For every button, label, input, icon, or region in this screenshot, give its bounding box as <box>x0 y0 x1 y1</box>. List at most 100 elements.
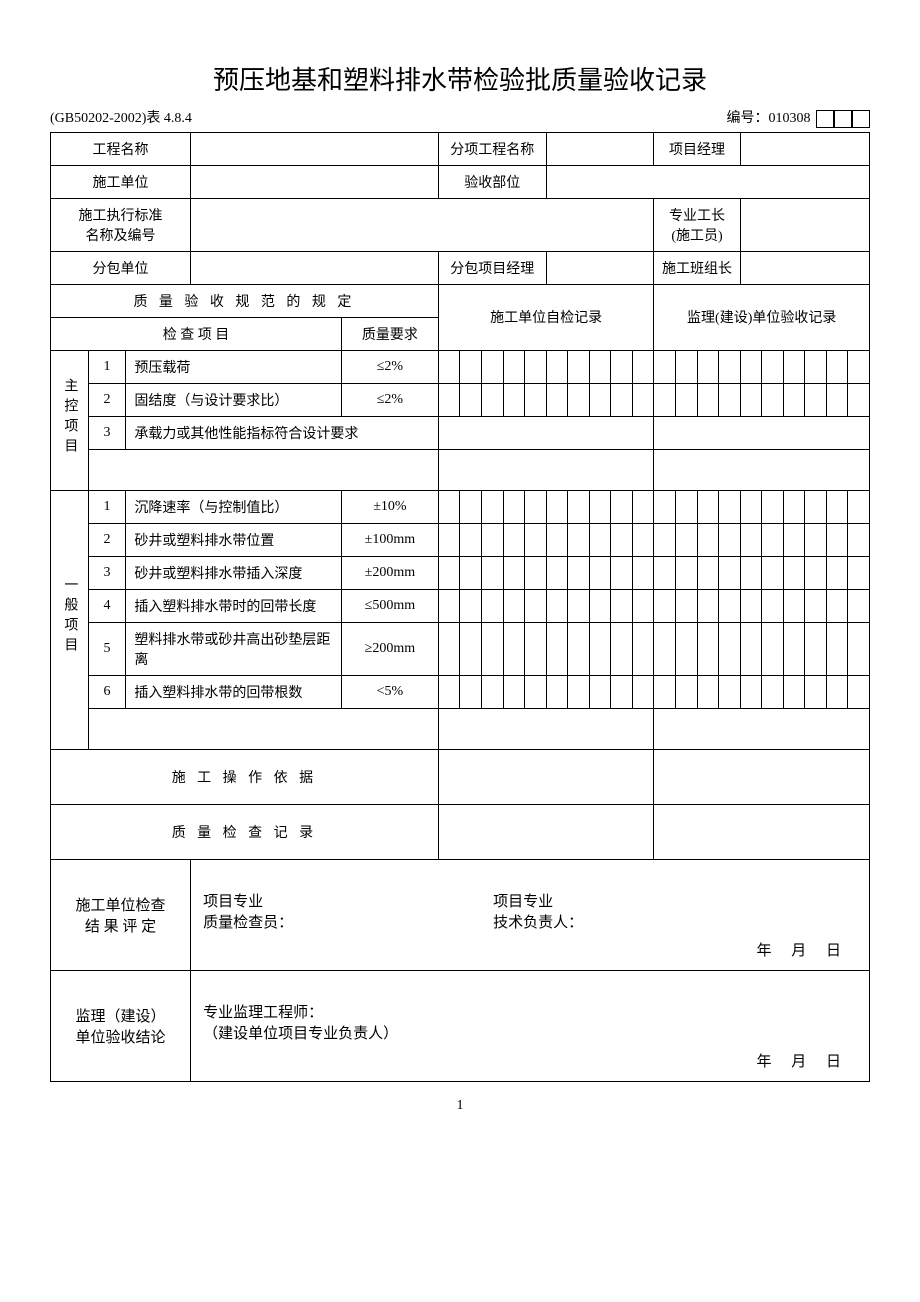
gen-item-3: 砂井或塑料排水带插入深度 <box>126 556 342 589</box>
subcontractor-label: 分包单位 <box>51 251 191 284</box>
cell <box>481 523 503 556</box>
cell <box>762 622 784 675</box>
cell <box>697 523 719 556</box>
header-row-1: 工程名称 分项工程名称 项目经理 <box>51 132 870 165</box>
cell <box>675 589 697 622</box>
foreman-l1: 专业工长 <box>669 209 725 224</box>
sig-row-2: 监理（建设） 单位验收结论 专业监理工程师： （建设单位项目专业负责人） 年 月… <box>51 970 870 1081</box>
cell <box>438 523 460 556</box>
cell <box>481 383 503 416</box>
general-row-6: 6 插入塑料排水带的回带根数 <5% <box>51 675 870 708</box>
cell <box>740 350 762 383</box>
mc-idx-3: 3 <box>88 416 126 449</box>
cell <box>826 589 848 622</box>
cell <box>783 556 805 589</box>
cell <box>632 523 654 556</box>
subitem-label: 分项工程名称 <box>438 132 546 165</box>
team-leader-value <box>740 251 869 284</box>
cell <box>589 675 611 708</box>
cell <box>525 523 547 556</box>
cell <box>546 622 568 675</box>
eng-l1: 专业监理工程师： <box>203 1005 323 1021</box>
cell <box>654 708 870 749</box>
section-header-row-1: 质 量 验 收 规 范 的 规 定 施工单位自检记录 监理(建设)单位验收记录 <box>51 284 870 317</box>
accept-part-label: 验收部位 <box>438 165 546 198</box>
mc-item-2: 固结度（与设计要求比） <box>126 383 342 416</box>
gen-req-3: ±200mm <box>341 556 438 589</box>
general-row-1: 一般项目 1 沉降速率（与控制值比） ±10% <box>51 490 870 523</box>
project-name-value <box>191 132 439 165</box>
cell <box>568 589 590 622</box>
mc-req-2: ≤2% <box>341 383 438 416</box>
cell <box>805 490 827 523</box>
check-item-header: 检 查 项 目 <box>51 317 342 350</box>
qc-l2: 质量检查员： <box>203 915 293 931</box>
project-name-label: 工程名称 <box>51 132 191 165</box>
foreman-l2: (施工员) <box>671 229 722 244</box>
record-sup <box>654 804 870 859</box>
cell <box>611 523 633 556</box>
cell <box>525 622 547 675</box>
foreman-label: 专业工长 (施工员) <box>654 198 740 251</box>
cell <box>762 383 784 416</box>
tech-lead: 项目专业 技术负责人： <box>493 890 583 932</box>
main-control-row-3: 3 承载力或其他性能指标符合设计要求 <box>51 416 870 449</box>
cell <box>805 350 827 383</box>
cell <box>438 383 460 416</box>
cell <box>675 523 697 556</box>
cell <box>589 622 611 675</box>
serial-boxes <box>816 110 870 128</box>
sig-row-1: 施工单位检查 结 果 评 定 项目专业 质量检查员： 项目专业 技术负责人： 年… <box>51 859 870 970</box>
gen-req-5: ≥200mm <box>341 622 438 675</box>
sig-date-2: 年 月 日 <box>756 1050 849 1071</box>
gen-idx-5: 5 <box>88 622 126 675</box>
gen-req-6: <5% <box>341 675 438 708</box>
main-control-row-2: 2 固结度（与设计要求比） ≤2% <box>51 383 870 416</box>
pm-value <box>740 132 869 165</box>
cell <box>546 556 568 589</box>
cell <box>525 490 547 523</box>
ref-standard: (GB50202-2002)表 4.8.4 <box>50 107 192 127</box>
gen-idx-1: 1 <box>88 490 126 523</box>
cell <box>481 589 503 622</box>
serial-box <box>816 110 834 128</box>
cell <box>654 523 676 556</box>
basis-self <box>438 749 654 804</box>
cell <box>783 675 805 708</box>
cell <box>826 675 848 708</box>
cell <box>762 350 784 383</box>
cell <box>568 675 590 708</box>
basis-row: 施 工 操 作 依 据 <box>51 749 870 804</box>
cell <box>438 449 654 490</box>
cell <box>611 675 633 708</box>
cell <box>611 556 633 589</box>
cell <box>826 523 848 556</box>
cell <box>762 523 784 556</box>
cell <box>848 675 870 708</box>
cell <box>783 589 805 622</box>
eng-l2: （建设单位项目专业负责人） <box>203 1026 398 1042</box>
gen-idx-4: 4 <box>88 589 126 622</box>
cell <box>438 556 460 589</box>
subitem-value <box>546 132 654 165</box>
exec-std-value <box>191 198 654 251</box>
contractor-eval-label: 施工单位检查 结 果 评 定 <box>51 859 191 970</box>
general-row-5: 5 塑料排水带或砂井高出砂垫层距离 ≥200mm <box>51 622 870 675</box>
contractor-eval-l1: 施工单位检查 <box>76 898 166 914</box>
cell <box>438 350 460 383</box>
cell <box>805 523 827 556</box>
gen-req-1: ±10% <box>341 490 438 523</box>
cell <box>589 490 611 523</box>
cell <box>697 675 719 708</box>
sig-date-1: 年 月 日 <box>756 939 849 960</box>
exec-std-label: 施工执行标准 名称及编号 <box>51 198 191 251</box>
team-leader-label: 施工班组长 <box>654 251 740 284</box>
cell <box>740 556 762 589</box>
cell <box>632 556 654 589</box>
cell <box>503 383 525 416</box>
supervision-header: 监理(建设)单位验收记录 <box>654 284 870 350</box>
pm-label: 项目经理 <box>654 132 740 165</box>
cell <box>525 383 547 416</box>
qc-inspector: 项目专业 质量检查员： <box>203 890 293 932</box>
cell <box>783 383 805 416</box>
